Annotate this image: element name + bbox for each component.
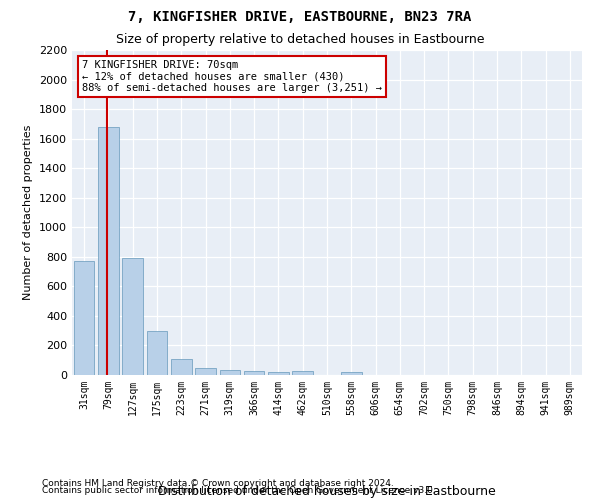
Bar [268,372,289,375]
Text: 7, KINGFISHER DRIVE, EASTBOURNE, BN23 7RA: 7, KINGFISHER DRIVE, EASTBOURNE, BN23 7R… [128,10,472,24]
Bar [122,258,143,375]
Y-axis label: Number of detached properties: Number of detached properties [23,125,34,300]
Text: Contains public sector information licensed under the Open Government Licence v3: Contains public sector information licen… [42,486,436,495]
Text: Contains HM Land Registry data © Crown copyright and database right 2024.: Contains HM Land Registry data © Crown c… [42,478,394,488]
Bar [341,372,362,375]
Text: 7 KINGFISHER DRIVE: 70sqm
← 12% of detached houses are smaller (430)
88% of semi: 7 KINGFISHER DRIVE: 70sqm ← 12% of detac… [82,60,382,93]
Bar [244,371,265,375]
Bar [171,359,191,375]
Bar [220,370,240,375]
Bar [98,127,119,375]
Bar [146,330,167,375]
Bar [195,368,216,375]
X-axis label: Distribution of detached houses by size in Eastbourne: Distribution of detached houses by size … [158,484,496,498]
Bar [74,260,94,375]
Text: Size of property relative to detached houses in Eastbourne: Size of property relative to detached ho… [116,32,484,46]
Bar [292,372,313,375]
